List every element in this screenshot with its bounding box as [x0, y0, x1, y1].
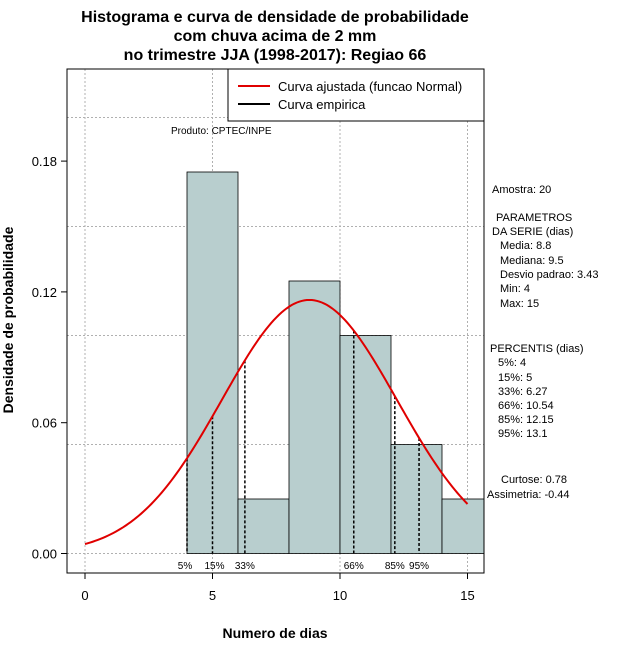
- histogram-bar-0: [186, 171, 239, 554]
- stat-params-title-2: DA SERIE (dias): [492, 226, 573, 238]
- x-axis-label: Numero de dias: [222, 625, 327, 641]
- stat-percentis-title: PERCENTIS (dias): [490, 343, 584, 355]
- percentile-label-2: 33%: [235, 561, 255, 572]
- y-tick-label-3: 0.18: [32, 154, 57, 169]
- stat-p33: 33%: 6.27: [498, 386, 548, 398]
- chart-title-line-3: no trimestre JJA (1998-2017): Regiao 66: [124, 47, 427, 64]
- y-tick-label-1: 0.06: [32, 416, 57, 431]
- legend-label-normal: Curva ajustada (funcao Normal): [278, 79, 462, 94]
- percentile-label-5: 95%: [409, 561, 429, 572]
- stat-p95: 95%: 13.1: [498, 428, 548, 440]
- bars-layer: [186, 171, 485, 554]
- percentile-label-1: 15%: [204, 561, 224, 572]
- chart-title-line-1: Histograma e curva de densidade de proba…: [81, 9, 469, 26]
- histogram-bar-2: [288, 280, 341, 554]
- histogram-bar-4: [390, 444, 443, 554]
- stat-amostra: Amostra: 20: [492, 184, 551, 196]
- y-tick-label-0: 0.00: [32, 547, 57, 562]
- x-tick-label-1: 5: [209, 588, 216, 603]
- histogram-bar-3: [339, 335, 392, 554]
- histogram-bar-1: [237, 498, 290, 554]
- normal-fit-curve: [84, 298, 469, 546]
- stat-p85: 85%: 12.15: [498, 414, 554, 426]
- percentile-label-3: 66%: [344, 561, 364, 572]
- y-axis: 0.00 0.06 0.12 0.18: [32, 154, 67, 562]
- stat-p5: 5%: 4: [498, 357, 526, 369]
- percentile-layer: 5% 15% 33% 66% 85% 95%: [178, 330, 429, 572]
- y-tick-label-2: 0.12: [32, 285, 57, 300]
- stats-panel: Amostra: 20 PARAMETROS DA SERIE (dias) M…: [487, 184, 598, 501]
- histogram-bar-5: [441, 498, 485, 554]
- legend-label-empirical: Curva empirica: [278, 97, 366, 112]
- chart-title-line-2: com chuva acima de 2 mm: [174, 28, 377, 45]
- stat-mediana: Mediana: 9.5: [500, 255, 564, 267]
- stat-max: Max: 15: [500, 298, 539, 310]
- stat-p15: 15%: 5: [498, 372, 532, 384]
- stat-assimetria: Assimetria: -0.44: [487, 489, 570, 501]
- stat-params-title-1: PARAMETROS: [496, 212, 572, 224]
- product-annotation: Produto: CPTEC/INPE: [171, 126, 272, 137]
- x-tick-label-0: 0: [81, 588, 88, 603]
- x-axis: 0 5 10 15: [81, 573, 475, 603]
- percentile-label-0: 5%: [178, 561, 193, 572]
- legend: Curva ajustada (funcao Normal) Curva emp…: [227, 68, 485, 122]
- x-tick-label-2: 10: [333, 588, 347, 603]
- stat-media: Media: 8.8: [500, 240, 551, 252]
- stat-p66: 66%: 10.54: [498, 400, 554, 412]
- stat-curtose: Curtose: 0.78: [501, 474, 567, 486]
- percentile-label-4: 85%: [385, 561, 405, 572]
- x-tick-label-3: 15: [460, 588, 474, 603]
- stat-min: Min: 4: [500, 283, 530, 295]
- stat-desvio: Desvio padrao: 3.43: [500, 269, 598, 281]
- legend-box: [227, 68, 485, 122]
- curve-layer: [84, 298, 469, 546]
- y-axis-label: Densidade de probabilidade: [0, 226, 16, 413]
